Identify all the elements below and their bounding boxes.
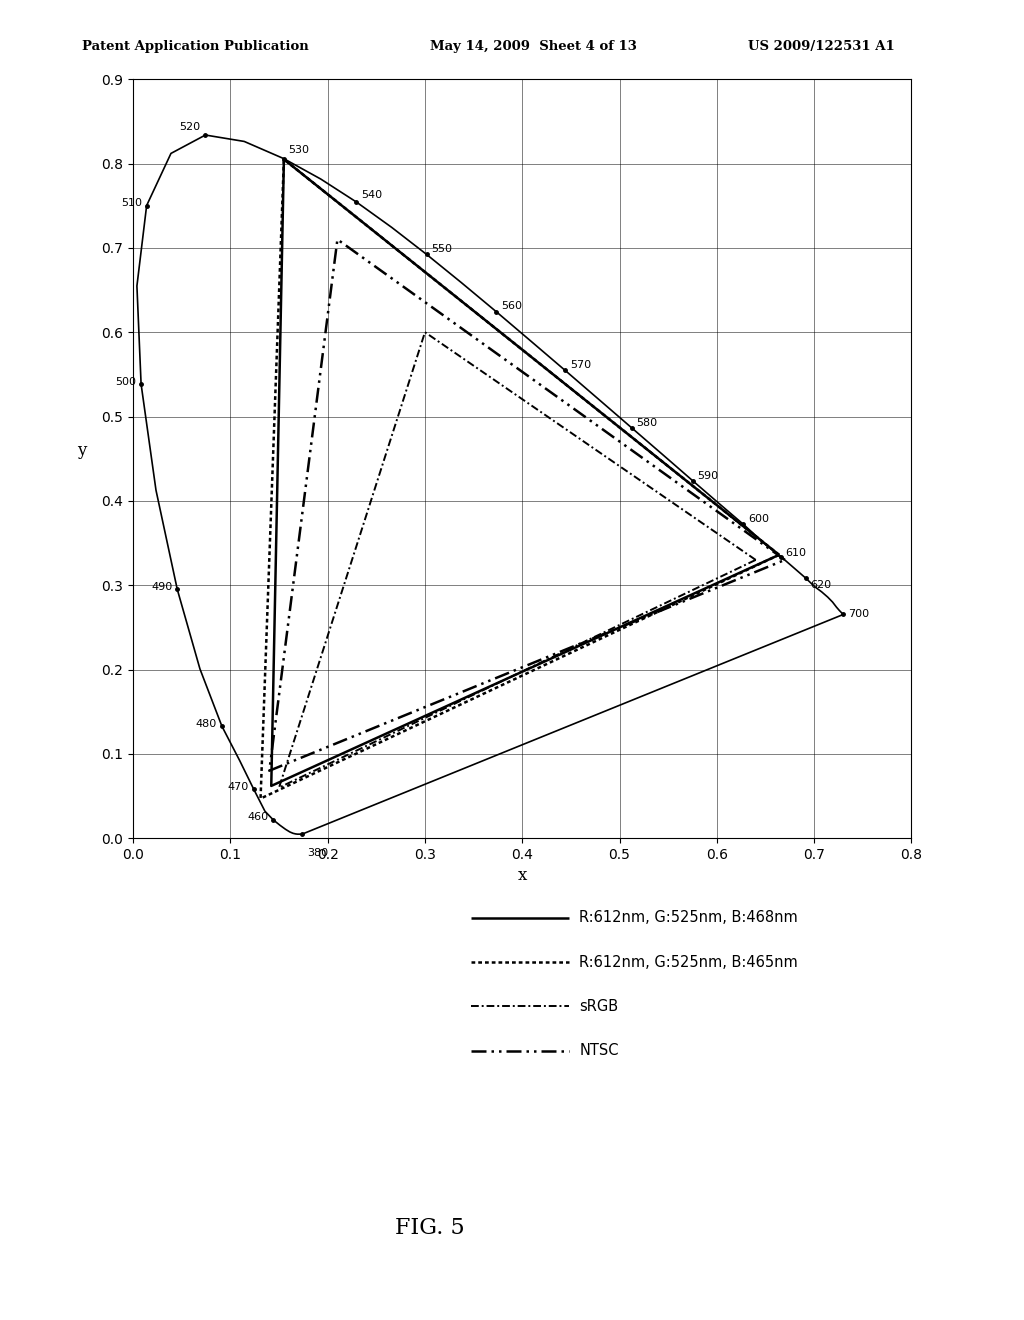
sRGB: [750, 552, 762, 568]
Text: 520: 520: [179, 121, 201, 132]
X-axis label: x: x: [517, 867, 527, 884]
Text: 550: 550: [431, 244, 453, 255]
Text: 470: 470: [227, 781, 249, 792]
R:612nm, G:525nm, B:468nm: [278, 152, 290, 168]
Text: 380: 380: [307, 847, 329, 858]
R:612nm, G:525nm, B:468nm: [773, 546, 785, 562]
Text: 500: 500: [116, 376, 136, 387]
NTSC: [263, 763, 275, 779]
R:612nm, G:525nm, B:465nm: [278, 152, 290, 168]
Text: 540: 540: [361, 190, 382, 201]
Y-axis label: y: y: [77, 442, 87, 459]
Text: FIG. 5: FIG. 5: [395, 1217, 465, 1239]
Line: NTSC: NTSC: [269, 239, 784, 771]
Line: R:612nm, G:525nm, B:468nm: R:612nm, G:525nm, B:468nm: [271, 160, 779, 785]
R:612nm, G:525nm, B:465nm: [773, 546, 785, 562]
Text: NTSC: NTSC: [580, 1043, 618, 1059]
NTSC: [332, 231, 344, 247]
R:612nm, G:525nm, B:468nm: [265, 777, 278, 793]
Text: 620: 620: [811, 579, 831, 590]
Text: 590: 590: [697, 471, 719, 480]
Text: 580: 580: [637, 417, 657, 428]
Text: 560: 560: [501, 301, 522, 312]
NTSC: [778, 552, 791, 568]
Text: 700: 700: [848, 610, 869, 619]
NTSC: [778, 552, 791, 568]
Text: 600: 600: [748, 513, 769, 524]
R:612nm, G:525nm, B:468nm: [773, 546, 785, 562]
Text: 460: 460: [247, 812, 268, 822]
R:612nm, G:525nm, B:465nm: [773, 546, 785, 562]
Line: R:612nm, G:525nm, B:465nm: R:612nm, G:525nm, B:465nm: [260, 160, 779, 799]
Text: 570: 570: [570, 360, 591, 371]
R:612nm, G:525nm, B:465nm: [254, 791, 266, 807]
Text: R:612nm, G:525nm, B:468nm: R:612nm, G:525nm, B:468nm: [580, 911, 798, 925]
sRGB: [272, 780, 285, 796]
Line: sRGB: sRGB: [279, 333, 756, 788]
Text: 490: 490: [152, 582, 172, 591]
Text: sRGB: sRGB: [580, 999, 618, 1014]
Text: 510: 510: [121, 198, 141, 209]
Text: 480: 480: [196, 719, 217, 729]
Text: US 2009/122531 A1: US 2009/122531 A1: [748, 40, 894, 53]
Text: May 14, 2009  Sheet 4 of 13: May 14, 2009 Sheet 4 of 13: [430, 40, 637, 53]
Text: 610: 610: [785, 548, 807, 558]
sRGB: [750, 552, 762, 568]
Text: R:612nm, G:525nm, B:465nm: R:612nm, G:525nm, B:465nm: [580, 954, 798, 969]
Text: 530: 530: [289, 145, 309, 156]
sRGB: [419, 325, 431, 341]
Text: Patent Application Publication: Patent Application Publication: [82, 40, 308, 53]
